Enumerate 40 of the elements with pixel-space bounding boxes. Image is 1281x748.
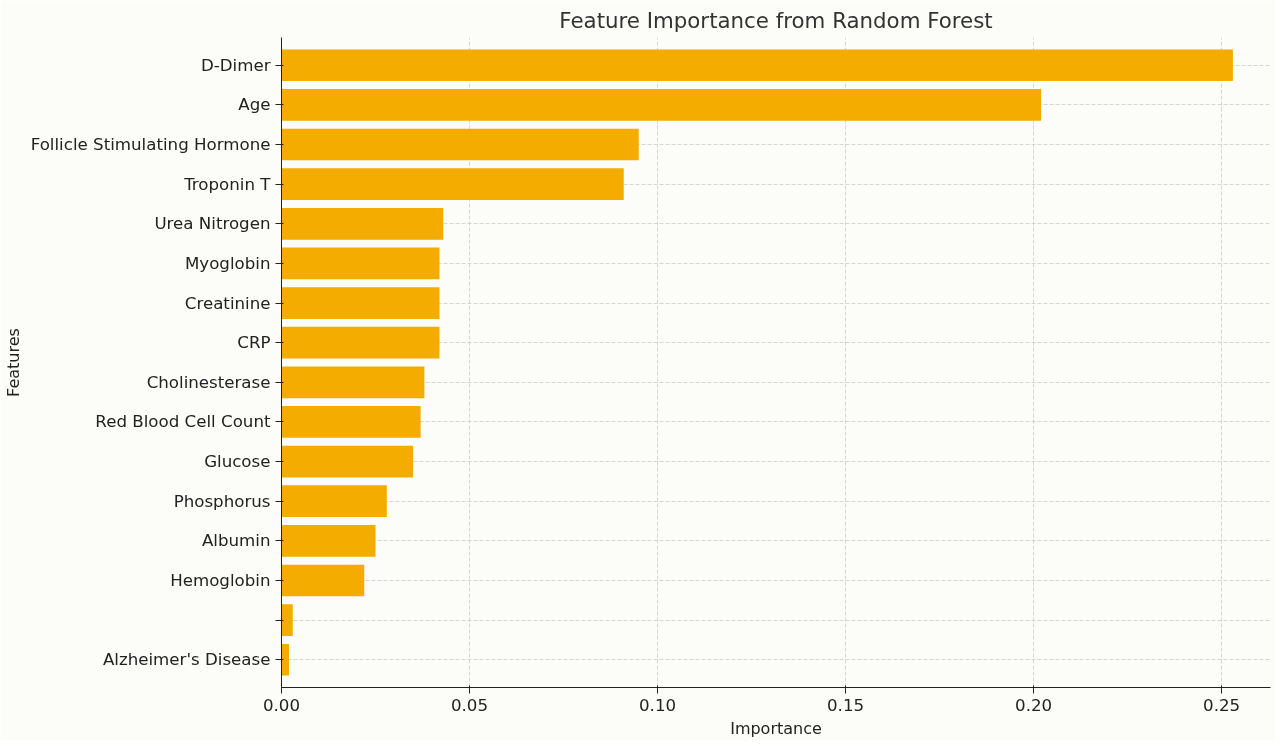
y-tick-label: Cholinesterase [146,372,271,392]
y-tick-label: Albumin [201,531,271,551]
bar [281,49,1233,82]
chart-title: Feature Importance from Random Forest [559,7,993,33]
bar [281,604,293,636]
bar [281,366,425,399]
x-tick-label: 0.00 [262,695,301,715]
x-tick-label: 0.25 [1203,695,1241,715]
y-tick-label: Follicle Stimulating Hormone [30,135,271,155]
y-tick-label: Age [238,95,271,115]
y-tick-label: D-Dimer [200,55,271,75]
bar [281,89,1042,121]
y-tick-label: CRP [237,333,271,353]
y-tick-label: Myoglobin [184,253,271,273]
bar [281,643,290,676]
y-axis-title: Features [3,328,23,397]
y-tick-label: Red Blood Cell Count [95,412,271,432]
x-axis-title: Importance [730,718,822,738]
bar [281,485,387,518]
bar [281,406,421,438]
y-tick-label: Urea Nitrogen [154,214,271,234]
bar [281,564,365,597]
bar [281,207,444,240]
bar [281,326,440,359]
bar [281,247,440,280]
bar [281,525,376,557]
x-tick-label: 0.15 [827,695,865,715]
bar [281,287,440,319]
y-tick-label: Hemoglobin [170,570,271,590]
bar [281,445,414,478]
y-tick-label: Glucose [204,452,271,472]
y-tick-label: Troponin T [183,174,272,194]
y-tick-label: Alzheimer's Disease [102,650,271,670]
x-tick-label: 0.20 [1015,695,1053,715]
y-tick-label: Creatinine [184,293,271,313]
bar [281,128,639,161]
x-tick-label: 0.10 [639,695,677,715]
bar [281,168,624,200]
y-tick-label: Phosphorus [173,491,271,511]
x-tick-label: 0.05 [450,695,489,715]
